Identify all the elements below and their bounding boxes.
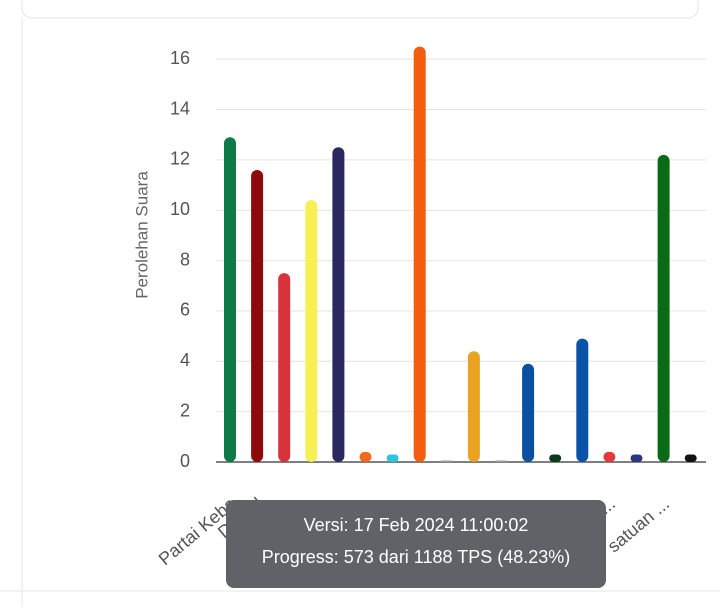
y-tick-label: 0 [180, 451, 190, 471]
y-tick-label: 2 [180, 400, 190, 420]
bar [495, 460, 507, 462]
bar [413, 46, 426, 463]
y-tick-label: 10 [170, 199, 190, 219]
bar [224, 137, 236, 463]
y-tick-label: 16 [170, 48, 190, 68]
bar [251, 169, 264, 462]
bar [549, 454, 562, 462]
bar [305, 200, 318, 462]
tooltip-line: Versi: 17 Feb 2024 11:00:02 [304, 515, 529, 535]
y-tick-label: 6 [180, 300, 190, 320]
bar [684, 454, 697, 462]
bar [576, 338, 589, 462]
bar [278, 273, 291, 462]
y-axis-label: Perolehan Suara [132, 171, 151, 299]
y-tick-label: 8 [180, 249, 190, 269]
tooltip-line: Progress: 573 dari 1188 TPS (48.23%) [262, 547, 571, 567]
y-tick-label: 12 [170, 149, 190, 169]
bar [332, 147, 345, 462]
bar [467, 351, 480, 462]
bar [386, 454, 399, 462]
y-tick-label: 14 [170, 98, 190, 118]
tooltip: Versi: 17 Feb 2024 11:00:02 Progress: 573… [226, 500, 606, 588]
bar [522, 363, 535, 462]
tooltip-box [226, 500, 606, 588]
bar [657, 154, 670, 463]
bar [359, 451, 372, 462]
y-tick-label: 4 [180, 350, 190, 370]
bar [603, 451, 616, 462]
bar [440, 460, 453, 462]
bar [630, 454, 643, 462]
top-card [21, 0, 699, 19]
